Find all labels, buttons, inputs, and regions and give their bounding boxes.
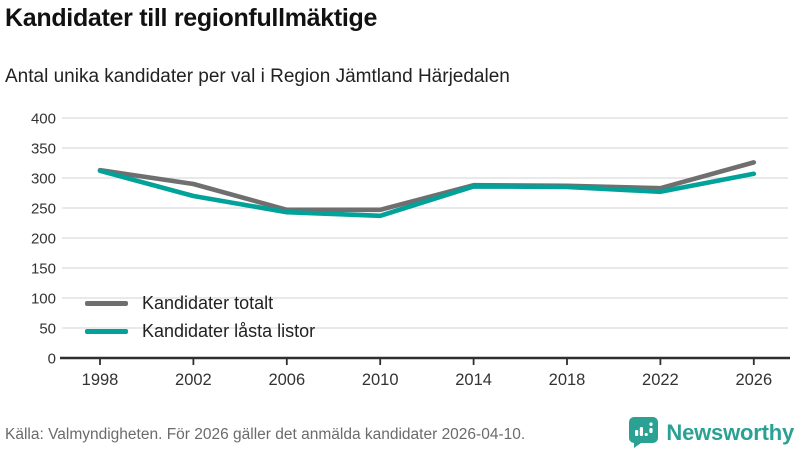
- chart-subtitle: Antal unika kandidater per val i Region …: [5, 66, 510, 87]
- svg-text:150: 150: [31, 261, 56, 278]
- brand-lockup: Newsworthy: [629, 417, 794, 448]
- svg-text:350: 350: [31, 141, 56, 158]
- svg-text:2026: 2026: [735, 371, 772, 389]
- svg-text:2010: 2010: [362, 371, 399, 389]
- svg-text:2002: 2002: [175, 371, 212, 389]
- svg-text:2018: 2018: [549, 371, 586, 389]
- chart-legend: Kandidater totalt Kandidater låsta listo…: [85, 289, 315, 345]
- svg-text:250: 250: [31, 201, 56, 218]
- legend-item-locked: Kandidater låsta listor: [85, 317, 315, 345]
- svg-text:2006: 2006: [268, 371, 305, 389]
- legend-label-total: Kandidater totalt: [142, 292, 274, 313]
- svg-text:2022: 2022: [642, 371, 679, 389]
- line-chart: 0 50 100 150 200 250 300 350 400 1998 2002 2006 2010…: [31, 111, 790, 389]
- legend-swatch-total: [85, 300, 128, 306]
- legend-label-locked: Kandidater låsta listor: [142, 320, 316, 341]
- source-note: Källa: Valmyndigheten. För 2026 gäller d…: [5, 426, 526, 443]
- chart-footer: Källa: Valmyndigheten. För 2026 gäller d…: [0, 412, 800, 450]
- svg-text:1998: 1998: [82, 371, 119, 389]
- svg-text:100: 100: [31, 291, 56, 308]
- legend-item-total: Kandidater totalt: [85, 289, 315, 317]
- brand-name: Newsworthy: [666, 419, 794, 445]
- svg-text:50: 50: [39, 321, 56, 338]
- page-title: Kandidater till regionfullmäktige: [5, 4, 378, 32]
- svg-text:200: 200: [31, 231, 56, 248]
- svg-text:0: 0: [48, 351, 56, 368]
- svg-text:2014: 2014: [455, 371, 492, 389]
- legend-swatch-locked: [85, 328, 128, 334]
- svg-text:300: 300: [31, 171, 56, 188]
- newsworthy-logo-icon: [629, 417, 659, 448]
- svg-text:400: 400: [31, 111, 56, 128]
